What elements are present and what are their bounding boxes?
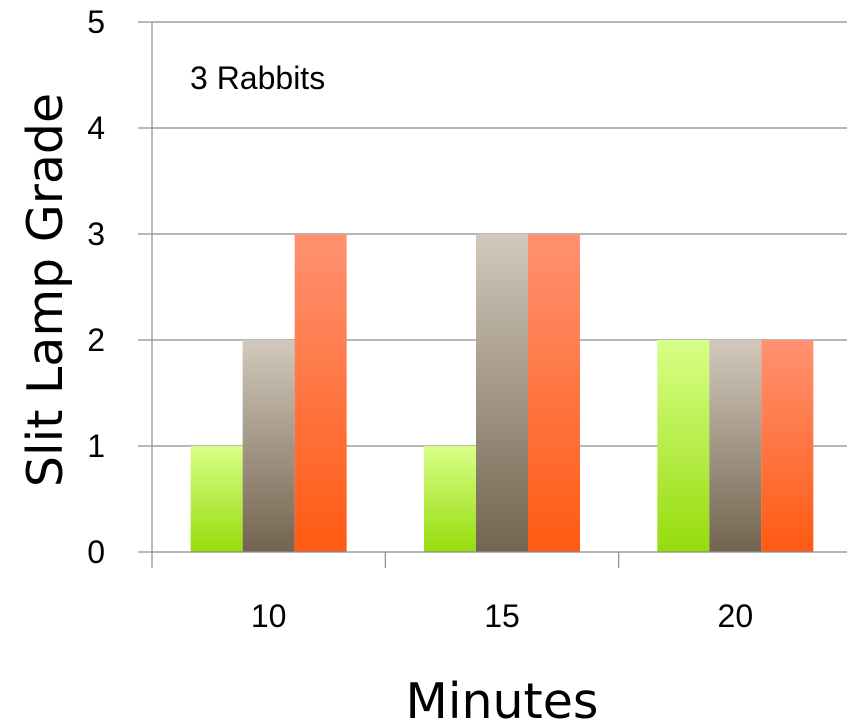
axes <box>151 22 847 568</box>
x-tick-label: 10 <box>251 598 287 634</box>
bar <box>476 234 528 552</box>
y-tick-label: 0 <box>87 534 105 570</box>
x-axis-title: Minutes <box>406 673 599 726</box>
y-tick-label: 3 <box>87 216 105 252</box>
x-tick-labels: 10 15 20 <box>251 598 753 634</box>
x-tick-label: 20 <box>718 598 754 634</box>
y-tick-label: 4 <box>87 110 105 146</box>
bar <box>709 340 762 552</box>
bar <box>657 340 710 552</box>
y-tick-labels: 0 1 2 3 4 5 <box>87 4 105 570</box>
bars <box>190 234 814 552</box>
y-axis-title: Slit Lamp Grade <box>17 93 74 487</box>
bar <box>424 446 476 552</box>
annotation-label: 3 Rabbits <box>190 60 325 96</box>
bar <box>294 234 347 552</box>
bar <box>761 340 814 552</box>
bar <box>242 340 295 552</box>
bar <box>528 234 580 552</box>
y-tick-label: 2 <box>87 322 105 358</box>
x-tick-label: 15 <box>484 598 520 634</box>
y-tick-label: 5 <box>87 4 105 40</box>
y-tick-label: 1 <box>87 428 105 464</box>
bar <box>190 446 243 552</box>
